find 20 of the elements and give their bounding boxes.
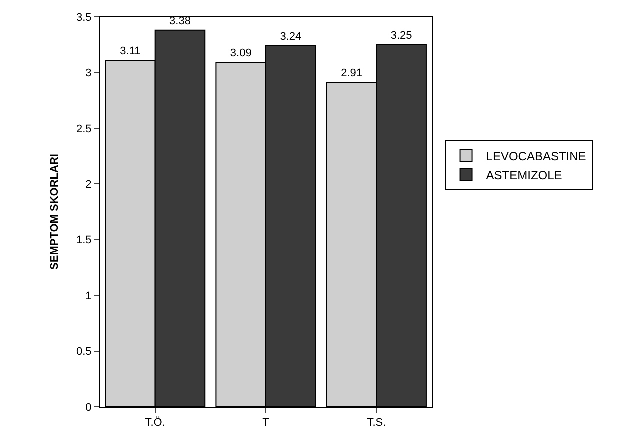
data-label: 3.11: [120, 45, 141, 58]
y-tick-label: 1.5: [76, 234, 92, 247]
y-axis-title: SEMPTOM SKORLARI: [49, 154, 62, 270]
y-tick-label: 0.5: [76, 346, 92, 358]
y-tick-label: 3.5: [76, 12, 92, 24]
data-label: 3.09: [230, 48, 252, 60]
y-tick-label: 2.5: [76, 123, 92, 136]
y-tick-label: 1: [86, 290, 92, 302]
legend-label: LEVOCABASTINE: [486, 149, 586, 164]
x-tick-label: T: [262, 417, 270, 430]
data-label: 3.38: [170, 15, 191, 28]
y-tick-label: 3: [86, 68, 92, 80]
y-tick-label: 0: [86, 402, 92, 414]
data-label: 2.91: [341, 68, 362, 80]
data-label: 3.25: [390, 30, 412, 42]
x-tick-label: T.Ö.: [145, 416, 166, 430]
data-label: 3.24: [280, 30, 302, 43]
x-tick-label: T.S.: [367, 417, 386, 430]
legend-label: ASTEMIZOLE: [486, 168, 562, 182]
y-tick-label: 2: [86, 178, 92, 191]
